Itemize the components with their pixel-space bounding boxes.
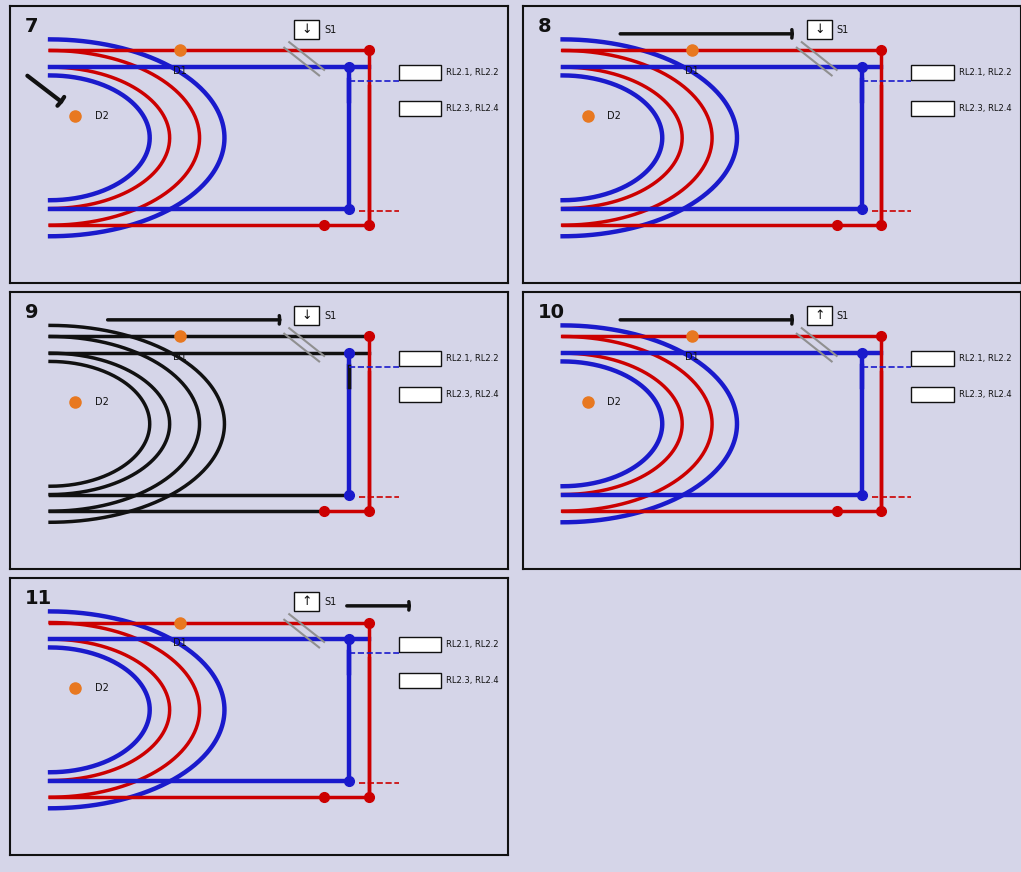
Text: ↑: ↑ [814,310,825,322]
Text: 11: 11 [26,589,52,609]
Text: ↑: ↑ [301,596,312,608]
Text: RL2.1, RL2.2: RL2.1, RL2.2 [959,354,1011,363]
Bar [399,351,441,366]
Text: S1: S1 [836,310,848,321]
Text: RL2.3, RL2.4: RL2.3, RL2.4 [959,104,1012,113]
Text: ↓: ↓ [301,310,312,322]
Text: ↓: ↓ [814,24,825,36]
Text: S1: S1 [324,24,336,35]
Bar [399,387,441,402]
Bar [807,306,832,325]
Text: D2: D2 [607,111,622,120]
Text: RL2.1, RL2.2: RL2.1, RL2.2 [446,640,498,649]
Text: 7: 7 [26,17,39,37]
Text: D2: D2 [607,397,622,406]
Bar [912,65,954,80]
Text: D1: D1 [685,351,699,362]
Bar [399,637,441,652]
Text: RL2.3, RL2.4: RL2.3, RL2.4 [959,390,1012,399]
Text: D1: D1 [173,65,187,76]
Text: D2: D2 [95,397,109,406]
Text: S1: S1 [324,596,336,607]
Text: RL2.1, RL2.2: RL2.1, RL2.2 [446,354,498,363]
Text: D2: D2 [95,683,109,692]
Text: D2: D2 [95,111,109,120]
Text: ↓: ↓ [301,24,312,36]
Bar [294,306,320,325]
Text: S1: S1 [324,310,336,321]
Text: 9: 9 [26,303,39,323]
Text: S1: S1 [836,24,848,35]
Bar [912,387,954,402]
Bar [912,101,954,116]
Text: D1: D1 [173,637,187,648]
Bar [912,351,954,366]
Text: RL2.3, RL2.4: RL2.3, RL2.4 [446,390,499,399]
Bar [294,20,320,39]
Text: RL2.3, RL2.4: RL2.3, RL2.4 [446,104,499,113]
Bar [807,20,832,39]
Bar [399,65,441,80]
Text: 10: 10 [538,303,565,323]
Bar [294,592,320,611]
Text: RL2.1, RL2.2: RL2.1, RL2.2 [446,68,498,77]
Bar [399,673,441,688]
Text: 8: 8 [538,17,551,37]
Text: RL2.3, RL2.4: RL2.3, RL2.4 [446,676,499,685]
Text: RL2.1, RL2.2: RL2.1, RL2.2 [959,68,1011,77]
Bar [399,101,441,116]
Text: D1: D1 [685,65,699,76]
Text: D1: D1 [173,351,187,362]
